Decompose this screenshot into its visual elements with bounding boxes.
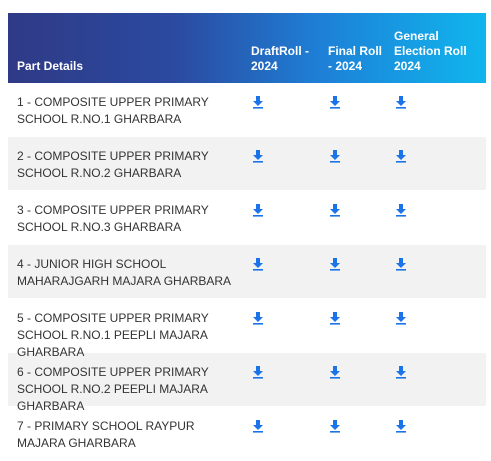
general-roll-download-cell (388, 299, 486, 352)
header-draft-roll: DraftRoll - 2024 (251, 44, 309, 73)
download-icon[interactable] (251, 257, 265, 271)
download-icon[interactable] (251, 365, 265, 379)
general-roll-download-cell (388, 137, 486, 190)
final-roll-download-cell (320, 353, 388, 406)
download-icon[interactable] (328, 149, 342, 163)
part-details-cell: 7 - PRIMARY SCHOOL RAYPUR MAJARA GHARBAR… (17, 419, 195, 450)
draft-roll-download-cell (243, 137, 320, 190)
download-icon[interactable] (328, 257, 342, 271)
final-roll-download-cell (320, 299, 388, 352)
header-part-details: Part Details (17, 59, 84, 73)
table-row: 7 - PRIMARY SCHOOL RAYPUR MAJARA GHARBAR… (8, 407, 486, 461)
download-icon[interactable] (328, 95, 342, 109)
table-row: 3 - COMPOSITE UPPER PRIMARY SCHOOL R.NO.… (8, 191, 486, 245)
electoral-roll-table: Part Details DraftRoll - 2024 Final Roll… (8, 13, 486, 461)
download-icon[interactable] (251, 149, 265, 163)
general-roll-download-cell (388, 83, 486, 136)
general-roll-download-cell (388, 191, 486, 244)
download-icon[interactable] (394, 257, 408, 271)
general-roll-download-cell (388, 353, 486, 406)
download-icon[interactable] (394, 419, 408, 433)
draft-roll-download-cell (243, 407, 320, 460)
download-icon[interactable] (394, 365, 408, 379)
part-details-cell: 4 - JUNIOR HIGH SCHOOL MAHARAJGARH MAJAR… (17, 257, 232, 288)
header-general-roll: General Election Roll 2024 (394, 29, 467, 73)
table-header: Part Details DraftRoll - 2024 Final Roll… (8, 13, 486, 83)
table-body: 1 - COMPOSITE UPPER PRIMARY SCHOOL R.NO.… (8, 83, 486, 461)
general-roll-download-cell (388, 407, 486, 460)
final-roll-download-cell (320, 191, 388, 244)
download-icon[interactable] (328, 311, 342, 325)
part-details-cell: 1 - COMPOSITE UPPER PRIMARY SCHOOL R.NO.… (17, 95, 209, 126)
final-roll-download-cell (320, 83, 388, 136)
general-roll-download-cell (388, 245, 486, 298)
page: Part Details DraftRoll - 2024 Final Roll… (8, 13, 486, 450)
draft-roll-download-cell (243, 353, 320, 406)
table-row: 4 - JUNIOR HIGH SCHOOL MAHARAJGARH MAJAR… (8, 245, 486, 299)
download-icon[interactable] (394, 311, 408, 325)
table-row: 6 - COMPOSITE UPPER PRIMARY SCHOOL R.NO.… (8, 353, 486, 413)
download-icon[interactable] (251, 311, 265, 325)
table-row: 1 - COMPOSITE UPPER PRIMARY SCHOOL R.NO.… (8, 83, 486, 137)
download-icon[interactable] (251, 203, 265, 217)
download-icon[interactable] (328, 365, 342, 379)
download-icon[interactable] (394, 95, 408, 109)
part-details-cell: 6 - COMPOSITE UPPER PRIMARY SCHOOL R.NO.… (17, 365, 209, 413)
download-icon[interactable] (328, 419, 342, 433)
draft-roll-download-cell (243, 299, 320, 352)
part-details-cell: 3 - COMPOSITE UPPER PRIMARY SCHOOL R.NO.… (17, 203, 209, 234)
final-roll-download-cell (320, 137, 388, 190)
download-icon[interactable] (394, 203, 408, 217)
draft-roll-download-cell (243, 245, 320, 298)
table-row: 2 - COMPOSITE UPPER PRIMARY SCHOOL R.NO.… (8, 137, 486, 191)
download-icon[interactable] (251, 419, 265, 433)
part-details-cell: 5 - COMPOSITE UPPER PRIMARY SCHOOL R.NO.… (17, 311, 209, 359)
table-row: 5 - COMPOSITE UPPER PRIMARY SCHOOL R.NO.… (8, 299, 486, 359)
final-roll-download-cell (320, 407, 388, 460)
draft-roll-download-cell (243, 83, 320, 136)
download-icon[interactable] (328, 203, 342, 217)
final-roll-download-cell (320, 245, 388, 298)
download-icon[interactable] (394, 149, 408, 163)
download-icon[interactable] (251, 95, 265, 109)
draft-roll-download-cell (243, 191, 320, 244)
header-final-roll: Final Roll - 2024 (328, 44, 382, 73)
part-details-cell: 2 - COMPOSITE UPPER PRIMARY SCHOOL R.NO.… (17, 149, 209, 180)
